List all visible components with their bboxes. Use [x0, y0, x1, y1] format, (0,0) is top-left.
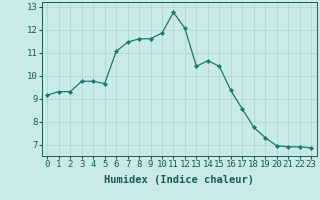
X-axis label: Humidex (Indice chaleur): Humidex (Indice chaleur) [104, 175, 254, 185]
